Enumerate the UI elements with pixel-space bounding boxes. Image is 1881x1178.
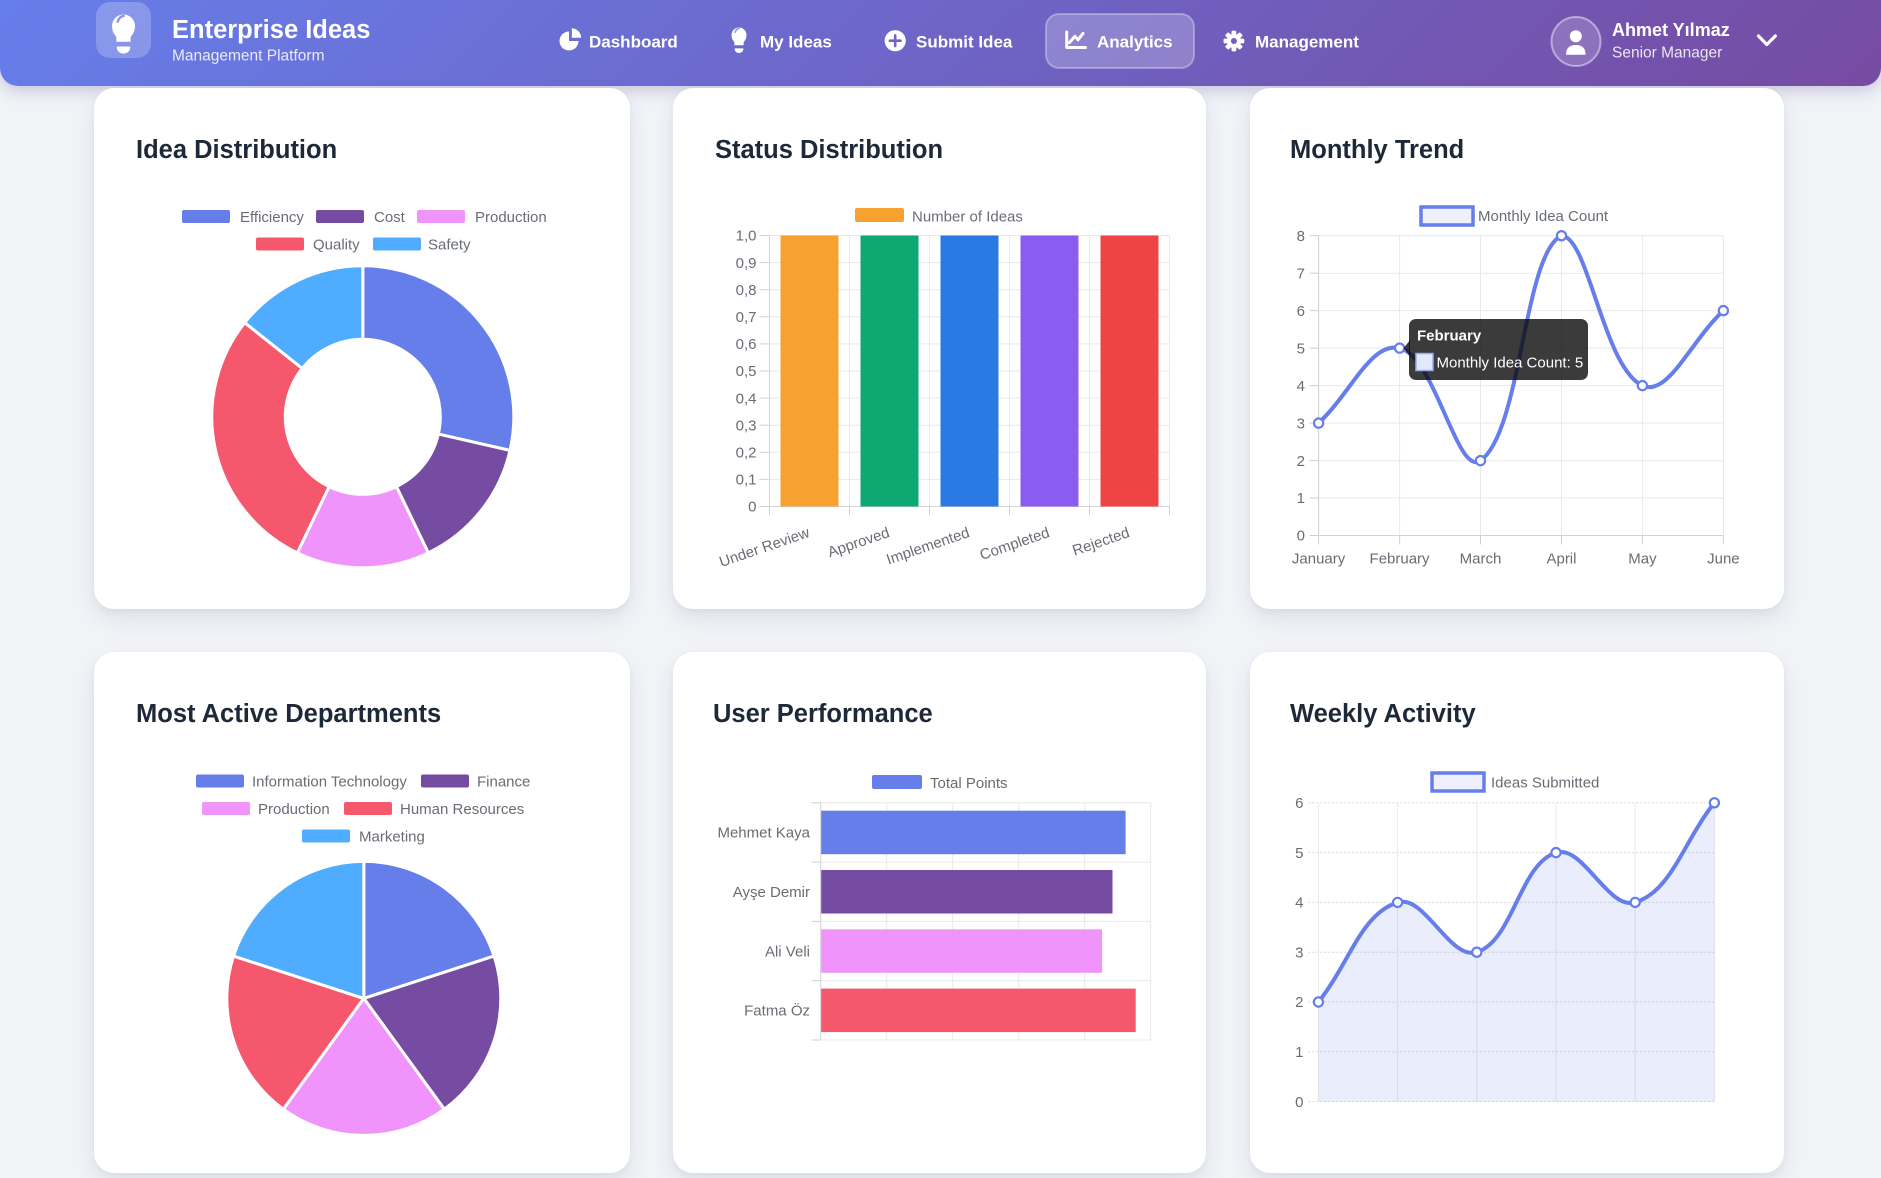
svg-text:2: 2 [1297,453,1305,470]
svg-text:Idea Distribution: Idea Distribution [136,136,337,164]
svg-text:Safety: Safety [428,237,471,254]
svg-text:Submit Idea: Submit Idea [916,33,1013,52]
svg-text:Enterprise Ideas: Enterprise Ideas [172,16,370,44]
svg-text:1: 1 [1295,1044,1303,1061]
svg-text:Senior Manager: Senior Manager [1612,45,1722,62]
svg-text:Monthly Idea Count: Monthly Idea Count [1478,208,1609,225]
svg-text:Monthly Idea Count: 5: Monthly Idea Count: 5 [1437,355,1584,372]
svg-text:2: 2 [1295,994,1303,1011]
svg-text:Ali Veli: Ali Veli [765,943,810,960]
svg-text:Fatma Öz: Fatma Öz [744,1002,810,1020]
svg-text:January: January [1292,551,1346,568]
svg-text:Finance: Finance [477,774,530,791]
svg-text:User Performance: User Performance [713,700,933,728]
svg-text:0,8: 0,8 [736,282,757,299]
svg-text:0,7: 0,7 [736,309,757,326]
svg-text:3: 3 [1295,944,1303,961]
svg-text:0,3: 0,3 [736,417,757,434]
svg-text:4: 4 [1297,378,1305,395]
svg-text:8: 8 [1297,228,1305,245]
svg-text:0,4: 0,4 [736,390,757,407]
svg-text:Cost: Cost [374,209,406,226]
svg-text:5: 5 [1295,845,1303,862]
svg-text:Total Points: Total Points [930,775,1008,792]
svg-text:Analytics: Analytics [1097,33,1173,52]
svg-text:Completed: Completed [978,524,1052,564]
svg-text:4: 4 [1295,895,1303,912]
svg-text:February: February [1417,328,1482,345]
svg-text:Quality: Quality [313,237,360,254]
svg-text:5: 5 [1297,340,1305,357]
svg-text:Production: Production [258,801,330,818]
svg-text:Human Resources: Human Resources [400,801,524,818]
svg-text:7: 7 [1297,265,1305,282]
svg-text:1: 1 [1297,490,1305,507]
svg-text:1,0: 1,0 [736,228,757,245]
svg-text:Monthly Trend: Monthly Trend [1290,136,1464,164]
svg-text:Under Review: Under Review [717,524,812,571]
svg-text:Ayşe Demir: Ayşe Demir [733,884,810,901]
svg-text:My Ideas: My Ideas [760,33,832,52]
svg-text:Number of Ideas: Number of Ideas [912,209,1023,226]
svg-text:Production: Production [475,209,547,226]
svg-text:May: May [1628,551,1657,568]
svg-text:0,2: 0,2 [736,445,757,462]
svg-text:Mehmet Kaya: Mehmet Kaya [717,825,810,842]
svg-text:Rejected: Rejected [1070,524,1132,559]
svg-text:April: April [1546,551,1576,568]
svg-text:6: 6 [1295,795,1303,812]
svg-text:Marketing: Marketing [359,829,425,846]
svg-text:Information Technology: Information Technology [252,774,407,791]
svg-text:February: February [1370,551,1431,568]
svg-text:Management Platform: Management Platform [172,48,325,65]
svg-text:Most Active Departments: Most Active Departments [136,700,441,728]
svg-text:Implemented: Implemented [884,524,972,568]
svg-text:Status Distribution: Status Distribution [715,136,943,164]
svg-text:0,9: 0,9 [736,255,757,272]
svg-text:Management: Management [1255,33,1359,52]
svg-text:Dashboard: Dashboard [589,33,678,52]
svg-text:0: 0 [748,499,756,516]
svg-text:0: 0 [1297,528,1305,545]
svg-text:3: 3 [1297,415,1305,432]
svg-text:6: 6 [1297,303,1305,320]
svg-text:Ideas Submitted: Ideas Submitted [1491,775,1599,792]
svg-text:0,6: 0,6 [736,336,757,353]
svg-text:June: June [1707,551,1740,568]
svg-text:0,1: 0,1 [736,472,757,489]
svg-text:0: 0 [1295,1094,1303,1111]
svg-text:Efficiency: Efficiency [240,209,304,226]
svg-text:March: March [1460,551,1502,568]
svg-text:Ahmet Yılmaz: Ahmet Yılmaz [1612,20,1730,40]
svg-text:0,5: 0,5 [736,363,757,380]
svg-text:Weekly Activity: Weekly Activity [1290,700,1476,728]
svg-text:Approved: Approved [826,524,892,561]
